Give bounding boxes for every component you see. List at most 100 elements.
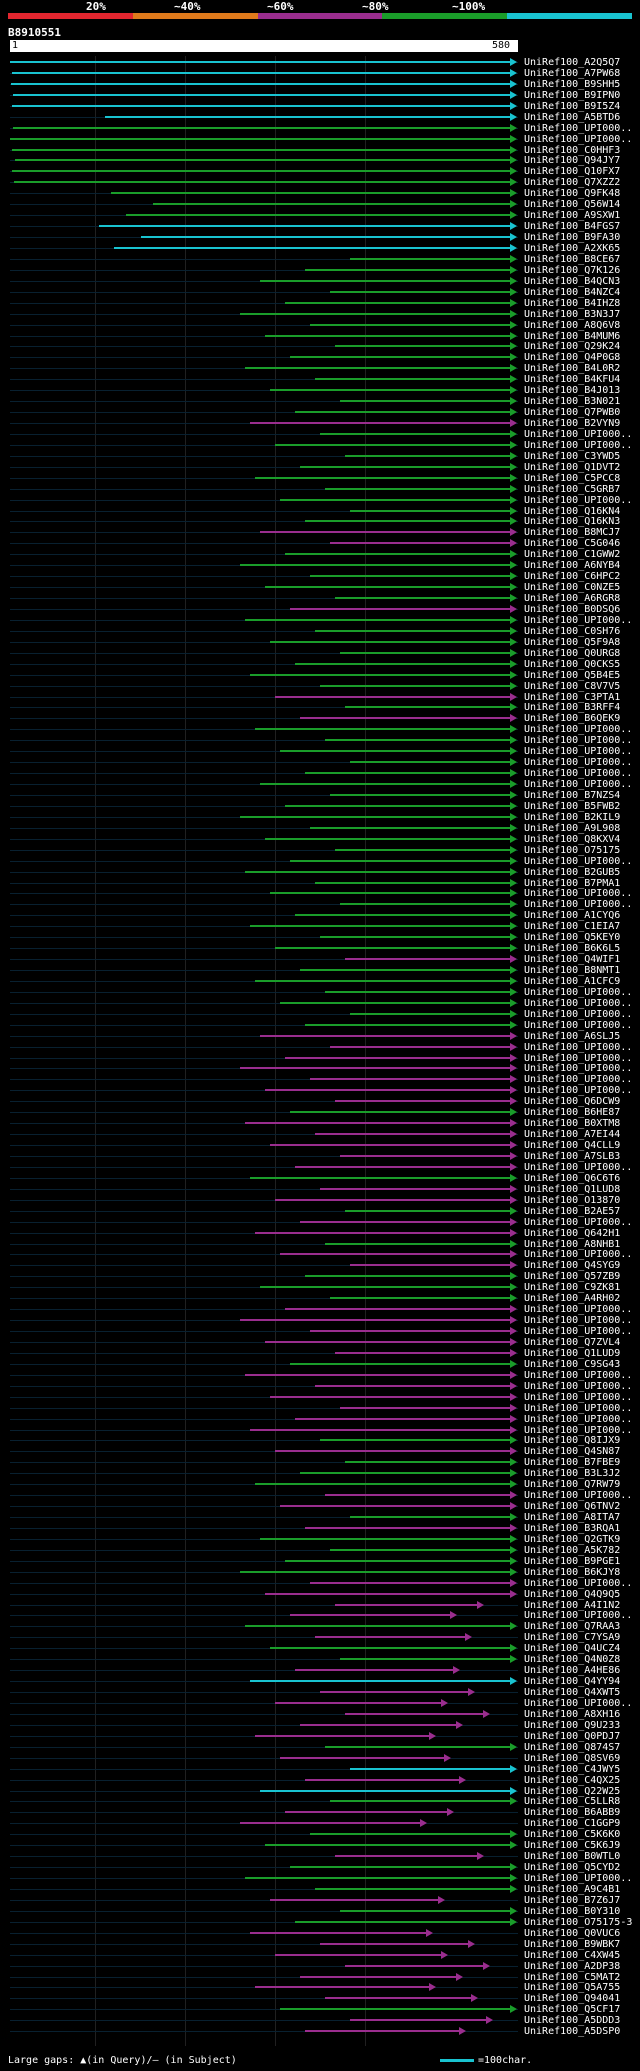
hit-label-link[interactable]: UniRef100_B2KIL9 [524,811,621,823]
hit-label-link[interactable]: UniRef100_UPI000.. [524,1052,633,1064]
hit-label-link[interactable]: UniRef100_A7EI44 [524,1129,621,1141]
hit-label-link[interactable]: UniRef100_O13870 [524,1194,621,1206]
hit-label-link[interactable]: UniRef100_Q7ZVL4 [524,1336,621,1348]
hit-label-link[interactable]: UniRef100_UPI000.. [524,1402,633,1414]
hit-label-link[interactable]: UniRef100_Q0VUC6 [524,1927,621,1939]
hit-label-link[interactable]: UniRef100_Q4P0G8 [524,352,621,364]
hit-label-link[interactable]: UniRef100_B8NMT1 [524,965,621,977]
hit-label-link[interactable]: UniRef100_B2AE57 [524,1205,621,1217]
hit-label-link[interactable]: UniRef100_B3RFF4 [524,702,621,714]
hit-label-link[interactable]: UniRef100_Q4YY94 [524,1676,621,1688]
hit-label-link[interactable]: UniRef100_Q0CKS5 [524,658,621,670]
hit-label-link[interactable]: UniRef100_UPI000.. [524,1041,633,1053]
hit-label-link[interactable]: UniRef100_C1EIA7 [524,921,621,933]
hit-label-link[interactable]: UniRef100_UPI000.. [524,1315,633,1327]
hit-label-link[interactable]: UniRef100_UPI000.. [524,428,633,440]
hit-label-link[interactable]: UniRef100_UPI000.. [524,779,633,791]
hit-label-link[interactable]: UniRef100_C5K6J9 [524,1840,621,1852]
hit-label-link[interactable]: UniRef100_A5K782 [524,1544,621,1556]
hit-label-link[interactable]: UniRef100_O75175-3 [524,1916,633,1928]
hit-label-link[interactable]: UniRef100_UPI000.. [524,1369,633,1381]
hit-label-link[interactable]: UniRef100_Q94041 [524,1993,621,2005]
hit-label-link[interactable]: UniRef100_C4QX25 [524,1774,621,1786]
hit-label-link[interactable]: UniRef100_Q29K24 [524,341,621,353]
hit-label-link[interactable]: UniRef100_Q5CF17 [524,2004,621,2016]
hit-label-link[interactable]: UniRef100_B3N3J7 [524,308,621,320]
hit-label-link[interactable]: UniRef100_Q10FX7 [524,166,621,178]
hit-label-link[interactable]: UniRef100_Q8SV69 [524,1752,621,1764]
hit-label-link[interactable]: UniRef100_A9SXW1 [524,210,621,222]
hit-label-link[interactable]: UniRef100_B0Y310 [524,1905,621,1917]
hit-label-link[interactable]: UniRef100_C3PTA1 [524,691,621,703]
hit-label-link[interactable]: UniRef100_Q7K126 [524,264,621,276]
hit-label-link[interactable]: UniRef100_B6KJY8 [524,1566,621,1578]
hit-label-link[interactable]: UniRef100_Q22W25 [524,1785,621,1797]
hit-label-link[interactable]: UniRef100_Q9FK48 [524,188,621,200]
hit-label-link[interactable]: UniRef100_B9FA30 [524,232,621,244]
hit-label-link[interactable]: UniRef100_UPI000.. [524,1424,633,1436]
hit-label-link[interactable]: UniRef100_Q7RAA3 [524,1621,621,1633]
hit-label-link[interactable]: UniRef100_UPI000.. [524,986,633,998]
hit-label-link[interactable]: UniRef100_Q4CLL9 [524,1140,621,1152]
hit-label-link[interactable]: UniRef100_Q8KXV4 [524,833,621,845]
hit-label-link[interactable]: UniRef100_C1GWW2 [524,549,621,561]
hit-label-link[interactable]: UniRef100_UPI000.. [524,768,633,780]
hit-label-link[interactable]: UniRef100_B6HE87 [524,1107,621,1119]
hit-label-link[interactable]: UniRef100_A5DDD3 [524,2015,621,2027]
hit-label-link[interactable]: UniRef100_Q2GTK9 [524,1533,621,1545]
hit-label-link[interactable]: UniRef100_Q1LUD8 [524,1183,621,1195]
hit-label-link[interactable]: UniRef100_UPI000.. [524,1577,633,1589]
hit-label-link[interactable]: UniRef100_A8Q6V8 [524,319,621,331]
hit-label-link[interactable]: UniRef100_B4QCN3 [524,275,621,287]
hit-label-link[interactable]: UniRef100_B4L0R2 [524,363,621,375]
hit-label-link[interactable]: UniRef100_A8XH16 [524,1708,621,1720]
hit-label-link[interactable]: UniRef100_Q4N0Z8 [524,1654,621,1666]
hit-label-link[interactable]: UniRef100_UPI000.. [524,1063,633,1075]
hit-label-link[interactable]: UniRef100_UPI000.. [524,746,633,758]
hit-label-link[interactable]: UniRef100_B9SHH5 [524,78,621,90]
hit-label-link[interactable]: UniRef100_UPI000.. [524,1490,633,1502]
hit-label-link[interactable]: UniRef100_Q6DCW9 [524,1096,621,1108]
hit-label-link[interactable]: UniRef100_B2GUB5 [524,866,621,878]
hit-label-link[interactable]: UniRef100_B6ABB9 [524,1807,621,1819]
hit-label-link[interactable]: UniRef100_C6HPC2 [524,571,621,583]
hit-label-link[interactable]: UniRef100_A4HE86 [524,1665,621,1677]
hit-label-link[interactable]: UniRef100_Q6C6T6 [524,1172,621,1184]
hit-label-link[interactable]: UniRef100_UPI000.. [524,899,633,911]
hit-label-link[interactable]: UniRef100_Q4SYG9 [524,1260,621,1272]
hit-label-link[interactable]: UniRef100_Q7RW79 [524,1479,621,1491]
hit-label-link[interactable]: UniRef100_A5DSP0 [524,2026,621,2038]
hit-label-link[interactable]: UniRef100_Q5KEY0 [524,932,621,944]
hit-label-link[interactable]: UniRef100_B0XTM8 [524,1118,621,1130]
hit-label-link[interactable]: UniRef100_C1GGP9 [524,1818,621,1830]
hit-label-link[interactable]: UniRef100_UPI000.. [524,1249,633,1261]
hit-label-link[interactable]: UniRef100_B6QEK9 [524,713,621,725]
hit-label-link[interactable]: UniRef100_B6K6L5 [524,943,621,955]
hit-label-link[interactable]: UniRef100_UPI000.. [524,1216,633,1228]
hit-label-link[interactable]: UniRef100_UPI000.. [524,122,633,134]
hit-label-link[interactable]: UniRef100_UPI000.. [524,494,633,506]
hit-label-link[interactable]: UniRef100_A8NHB1 [524,1238,621,1250]
hit-label-link[interactable]: UniRef100_Q16KN4 [524,505,621,517]
hit-label-link[interactable]: UniRef100_B4MUM6 [524,330,621,342]
hit-label-link[interactable]: UniRef100_B4NZC4 [524,286,621,298]
hit-label-link[interactable]: UniRef100_C5PCC8 [524,472,621,484]
hit-label-link[interactable]: UniRef100_A7PW68 [524,67,621,79]
hit-label-link[interactable]: UniRef100_UPI000.. [524,1019,633,1031]
hit-label-link[interactable]: UniRef100_C4JWY5 [524,1763,621,1775]
hit-label-link[interactable]: UniRef100_Q642H1 [524,1227,621,1239]
hit-label-link[interactable]: UniRef100_C0HHF3 [524,144,621,156]
hit-label-link[interactable]: UniRef100_UPI000.. [524,1698,633,1709]
hit-label-link[interactable]: UniRef100_UPI000.. [524,133,633,145]
hit-label-link[interactable]: UniRef100_Q8IJX9 [524,1435,621,1447]
hit-label-link[interactable]: UniRef100_Q5A755 [524,1982,621,1994]
hit-label-link[interactable]: UniRef100_B8MCJ7 [524,527,621,539]
hit-label-link[interactable]: UniRef100_C5GRB7 [524,483,621,495]
hit-label-link[interactable]: UniRef100_A6RGR8 [524,593,621,605]
hit-label-link[interactable]: UniRef100_UPI000.. [524,1074,633,1086]
hit-label-link[interactable]: UniRef100_B5FWB2 [524,800,621,812]
hit-label-link[interactable]: UniRef100_Q4XWT5 [524,1687,621,1699]
hit-label-link[interactable]: UniRef100_C5G046 [524,538,621,550]
hit-label-link[interactable]: UniRef100_UPI000.. [524,1085,633,1097]
hit-label-link[interactable]: UniRef100_C9SG43 [524,1358,621,1370]
